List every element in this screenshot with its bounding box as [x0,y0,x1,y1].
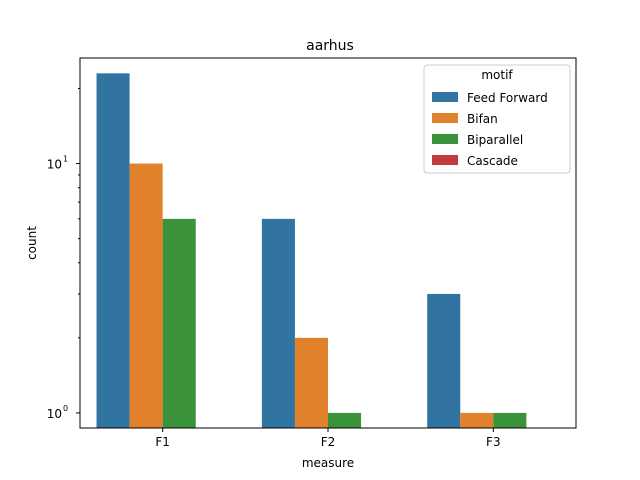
y-tick-exponent: 1 [63,155,68,164]
chart-title: aarhus [306,38,354,54]
x-tick-label: F3 [486,435,501,449]
legend-title: motif [481,68,513,82]
legend-swatch [432,134,458,144]
bar-bifan-f3 [460,412,494,428]
legend-swatch [432,92,458,102]
legend-label: Bifan [467,112,498,126]
x-tick-label: F2 [321,435,336,449]
y-tick-label: 10 [47,158,62,172]
bar-biparallel-f1 [162,218,196,428]
x-tick-label: F1 [155,435,170,449]
bar-bifan-f1 [129,163,163,429]
legend: motif Feed Forward Bifan Biparallel Cascade [423,64,571,174]
bar-feed-forward-f3 [427,293,461,428]
bars-group [96,73,527,429]
legend-swatch [432,113,458,123]
legend-box [423,64,571,174]
y-tick-exponent: 0 [63,404,68,413]
legend-swatch [432,155,458,165]
bar-feed-forward-f2 [261,218,295,428]
y-axis-label: count [25,226,39,260]
bar-bifan-f2 [294,337,328,428]
x-axis-label: measure [302,456,354,470]
bar-feed-forward-f1 [96,73,130,428]
legend-label: Feed Forward [467,91,548,105]
bar-biparallel-f2 [328,412,362,428]
y-tick-label: 10 [47,407,62,421]
x-axis-ticks: F1 F2 F3 [155,428,501,449]
legend-label: Cascade [467,154,518,168]
bar-biparallel-f3 [493,412,527,428]
legend-label: Biparallel [467,133,523,147]
